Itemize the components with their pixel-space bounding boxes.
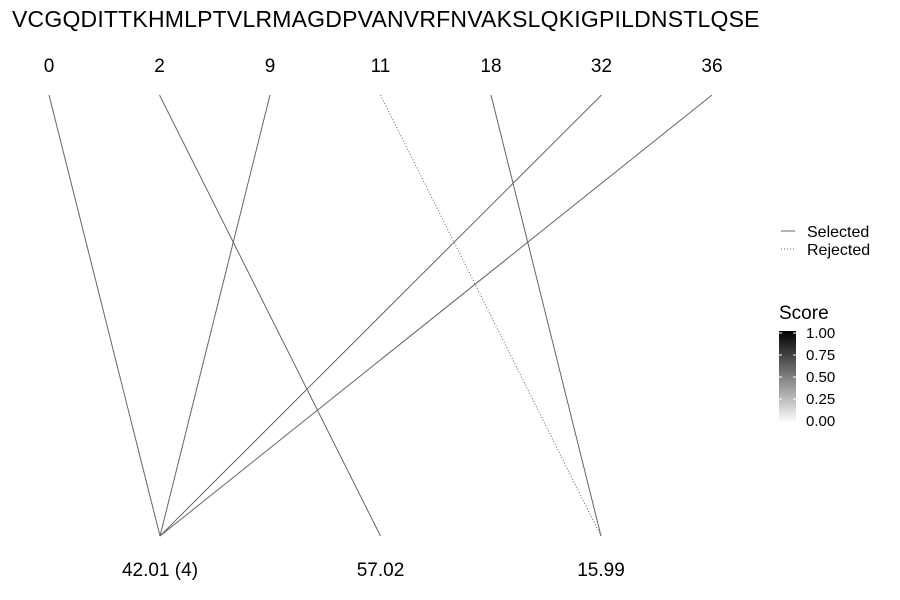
link-selected-0 [48, 94, 161, 537]
links-layer [48, 94, 713, 537]
link-selected-9 [159, 94, 271, 537]
colorbar-title: Score [779, 303, 829, 324]
link-rejected-11 [380, 94, 602, 537]
mass-label-1: 57.02 [357, 560, 405, 581]
position-label-18: 18 [480, 56, 501, 77]
colorbar-tick-label: 0.50 [806, 369, 835, 386]
legend-label-dotted: Rejected [807, 242, 870, 259]
position-label-2: 2 [154, 56, 165, 77]
position-label-0: 0 [44, 56, 55, 77]
position-label-36: 36 [701, 56, 722, 77]
legend-label-solid: Selected [807, 224, 869, 241]
link-selected-2 [159, 94, 381, 537]
colorbar-gradient [779, 331, 796, 423]
mass-label-2: 15.99 [577, 560, 625, 581]
colorbar-tick-label: 0.25 [806, 391, 835, 408]
peptide-sequence: VCGQDITTKHMLPTVLRMAGDPVANVRFNVAKSLQKIGPI… [12, 6, 760, 32]
position-label-9: 9 [265, 56, 276, 77]
colorbar-tick-label: 0.75 [806, 347, 835, 364]
link-selected-18 [490, 94, 602, 537]
link-selected-32 [159, 94, 602, 537]
position-label-11: 11 [371, 56, 391, 77]
colorbar-tick-label: 1.00 [806, 325, 835, 342]
top-position-labels: 0 2 9 11 18 32 36 [44, 56, 723, 77]
bottom-mass-labels: 42.01 (4) 57.02 15.99 [122, 560, 625, 581]
mass-label-0: 42.01 (4) [122, 560, 198, 581]
colorbar-tick-label: 0.00 [806, 413, 835, 430]
link-selected-36 [159, 94, 713, 537]
position-label-32: 32 [591, 56, 612, 77]
